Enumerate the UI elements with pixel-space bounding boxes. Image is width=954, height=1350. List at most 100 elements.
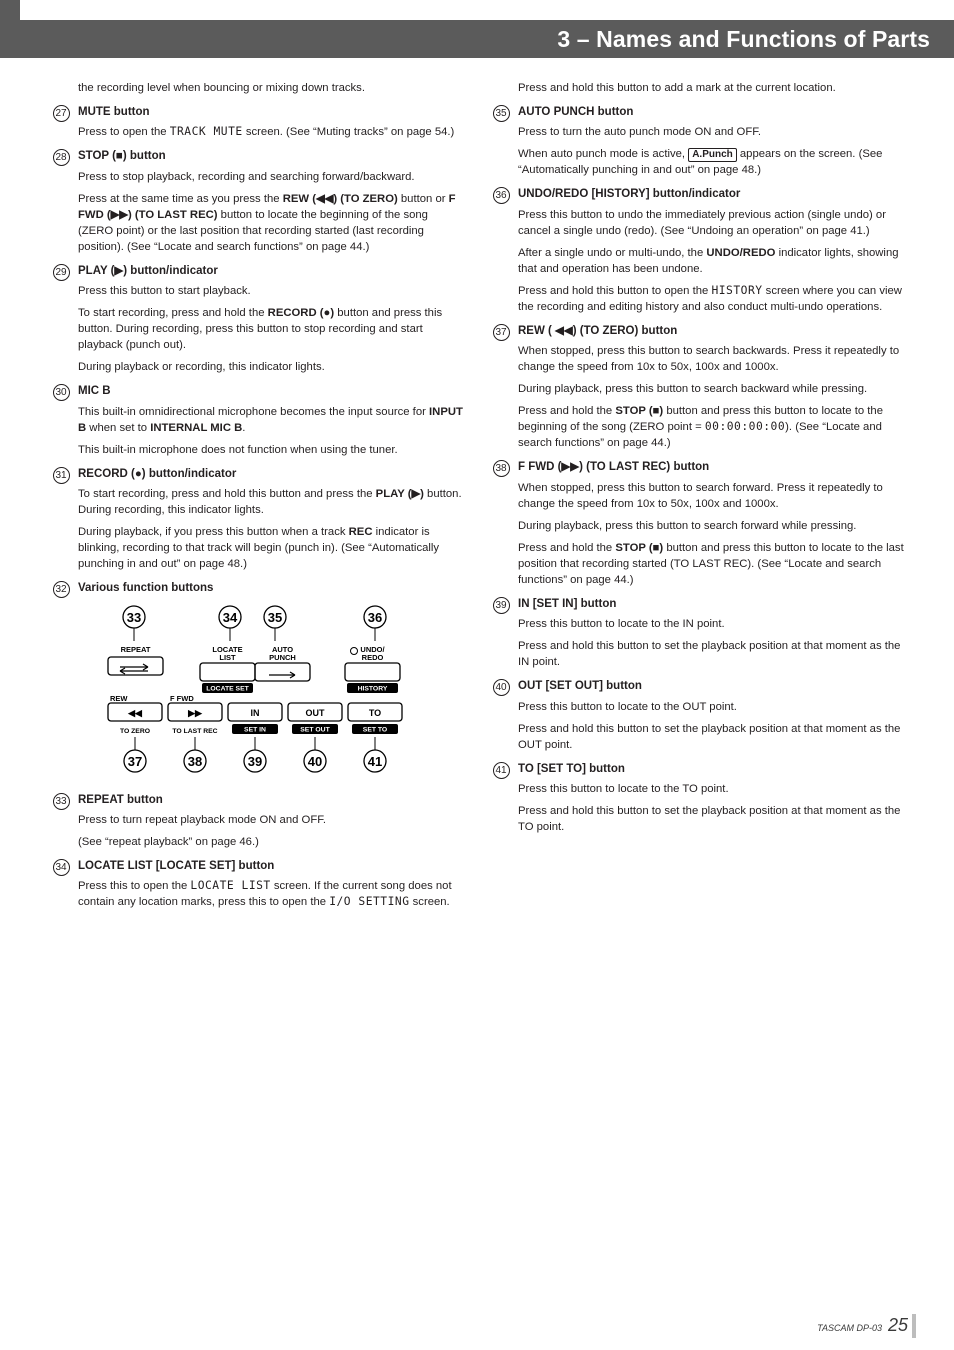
svg-text:LIST: LIST (219, 653, 236, 662)
page-body: the recording level when bouncing or mix… (0, 80, 954, 1310)
chapter-title: 3 – Names and Functions of Parts (557, 26, 930, 53)
item-paragraph: To start recording, press and hold the R… (78, 305, 464, 353)
footer-page-number: 25 (888, 1315, 908, 1336)
item-content: REPEAT button Press to turn repeat playba… (72, 792, 464, 850)
item-number: 30 (50, 383, 72, 457)
svg-text:OUT: OUT (306, 708, 326, 718)
svg-text:39: 39 (248, 754, 262, 769)
item-paragraph: During playback, press this button to se… (518, 381, 904, 397)
svg-text:40: 40 (308, 754, 322, 769)
left-accent-bar (0, 0, 20, 58)
item-paragraph: (See “repeat playback” on page 46.) (78, 834, 464, 850)
item-number: 35 (490, 104, 512, 178)
svg-text:LOCATE SET: LOCATE SET (206, 685, 249, 692)
item-heading: MIC B (78, 383, 464, 399)
item-number: 31 (50, 466, 72, 572)
item-paragraph: Press this button to start playback. (78, 283, 464, 299)
item-content: F FWD (▶▶) (TO LAST REC) buttonWhen stop… (512, 459, 904, 588)
item-number: 39 (490, 596, 512, 670)
item-content: OUT [SET OUT] button Press this button to… (512, 678, 904, 752)
item-paragraph: During playback, press this button to se… (518, 518, 904, 534)
item-content: Various function buttons33343536REPEATLO… (72, 580, 464, 783)
item-content: UNDO/REDO [HISTORY] button/indicator Pres… (512, 186, 904, 315)
svg-text:◀◀: ◀◀ (127, 708, 143, 718)
item-paragraph: Press and hold this button to set the pl… (518, 638, 904, 670)
item-paragraph: During playback, if you press this butto… (78, 524, 464, 572)
item-paragraph: Press and hold this button to open the H… (518, 283, 904, 315)
item-heading: TO [SET TO] button (518, 761, 904, 777)
item-paragraph: Press at the same time as you press the … (78, 191, 464, 255)
numbered-item: 34LOCATE LIST [LOCATE SET] buttonPress t… (50, 858, 464, 910)
svg-text:PUNCH: PUNCH (269, 653, 296, 662)
numbered-item: 38F FWD (▶▶) (TO LAST REC) buttonWhen st… (490, 459, 904, 588)
numbered-item: 39 IN [SET IN] button Press this button to… (490, 596, 904, 670)
item-paragraph: After a single undo or multi-undo, the U… (518, 245, 904, 277)
item-paragraph: This built-in microphone does not functi… (78, 442, 464, 458)
item-heading: OUT [SET OUT] button (518, 678, 904, 694)
svg-text:38: 38 (188, 754, 202, 769)
item-paragraph: Press and hold this button to set the pl… (518, 803, 904, 835)
item-paragraph: To start recording, press and hold this … (78, 486, 464, 518)
numbered-item: 32Various function buttons33343536REPEAT… (50, 580, 464, 783)
svg-text:IN: IN (251, 708, 260, 718)
svg-text:TO LAST REC: TO LAST REC (172, 728, 217, 735)
numbered-item: 29PLAY (▶) button/indicatorPress this bu… (50, 263, 464, 375)
footer-accent (912, 1314, 916, 1338)
svg-text:REDO: REDO (362, 653, 384, 662)
chapter-banner: 3 – Names and Functions of Parts (20, 20, 954, 58)
item-content: LOCATE LIST [LOCATE SET] buttonPress thi… (72, 858, 464, 910)
numbered-item: 31 RECORD (●) button/indicator To start re… (50, 466, 464, 572)
item-paragraph: Press and hold the STOP (■) button and p… (518, 540, 904, 588)
svg-text:SET OUT: SET OUT (300, 726, 330, 733)
item-paragraph: This built-in omnidirectional microphone… (78, 404, 464, 436)
right-intro: Press and hold this button to add a mark… (518, 80, 904, 96)
numbered-item: 30 MIC B This built-in omnidirectional mic… (50, 383, 464, 457)
item-paragraph: Press and hold this button to set the pl… (518, 721, 904, 753)
item-paragraph: Press this button to locate to the TO po… (518, 781, 904, 797)
numbered-item: 36UNDO/REDO [HISTORY] button/indicatorPr… (490, 186, 904, 315)
item-paragraph: Press to stop playback, recording and se… (78, 169, 464, 185)
item-number: 41 (490, 761, 512, 835)
svg-text:33: 33 (127, 610, 141, 625)
item-heading: RECORD (●) button/indicator (78, 466, 464, 482)
item-number: 38 (490, 459, 512, 588)
item-heading: UNDO/REDO [HISTORY] button/indicator (518, 186, 904, 202)
item-number: 40 (490, 678, 512, 752)
item-paragraph: Press this to open the LOCATE LIST scree… (78, 878, 464, 910)
numbered-item: 33 REPEAT button Press to turn repeat play… (50, 792, 464, 850)
item-number: 29 (50, 263, 72, 375)
item-paragraph: Press to turn repeat playback mode ON an… (78, 812, 464, 828)
svg-text:F FWD: F FWD (170, 694, 194, 703)
item-content: STOP (■) button Press to stop playback, r… (72, 148, 464, 254)
item-paragraph: Press and hold the STOP (■) button and p… (518, 403, 904, 451)
footer-model: TASCAM DP-03 (817, 1323, 882, 1333)
left-column: the recording level when bouncing or mix… (50, 80, 464, 910)
item-content: RECORD (●) button/indicator To start reco… (72, 466, 464, 572)
svg-text:36: 36 (368, 610, 382, 625)
numbered-item: 27MUTE buttonPress to open the TRACK MUT… (50, 104, 464, 140)
svg-text:HISTORY: HISTORY (358, 685, 388, 692)
item-heading: STOP (■) button (78, 148, 464, 164)
svg-text:34: 34 (223, 610, 238, 625)
item-paragraph: When stopped, press this button to searc… (518, 343, 904, 375)
item-content: REW ( ◀◀) (TO ZERO) buttonWhen stopped, … (512, 323, 904, 452)
item-heading: REPEAT button (78, 792, 464, 808)
item-number: 27 (50, 104, 72, 140)
item-paragraph: Press this button to locate to the OUT p… (518, 699, 904, 715)
numbered-item: 41 TO [SET TO] button Press this button to… (490, 761, 904, 835)
page-footer: TASCAM DP-03 25 (817, 1315, 908, 1336)
item-number: 33 (50, 792, 72, 850)
svg-text:SET IN: SET IN (244, 726, 266, 733)
item-heading: AUTO PUNCH button (518, 104, 904, 120)
svg-text:41: 41 (368, 754, 382, 769)
numbered-item: 37REW ( ◀◀) (TO ZERO) buttonWhen stopped… (490, 323, 904, 452)
item-number: 34 (50, 858, 72, 910)
item-paragraph: Press this button to locate to the IN po… (518, 616, 904, 632)
svg-text:REPEAT: REPEAT (121, 645, 151, 654)
numbered-item: 28 STOP (■) button Press to stop playback,… (50, 148, 464, 254)
item-heading: IN [SET IN] button (518, 596, 904, 612)
item-content: IN [SET IN] button Press this button to l… (512, 596, 904, 670)
item-paragraph: During playback or recording, this indic… (78, 359, 464, 375)
svg-text:TO: TO (369, 708, 381, 718)
item-number: 28 (50, 148, 72, 254)
